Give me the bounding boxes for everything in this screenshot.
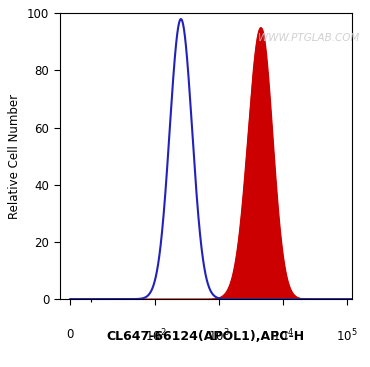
X-axis label: CL647-66124(APOL1),APC-H: CL647-66124(APOL1),APC-H [107, 330, 305, 343]
Text: 0: 0 [67, 328, 74, 341]
Text: $10^3$: $10^3$ [208, 328, 230, 344]
Text: $10^4$: $10^4$ [272, 328, 294, 344]
Text: $10^5$: $10^5$ [336, 328, 358, 344]
Text: $10^2$: $10^2$ [145, 328, 166, 344]
Y-axis label: Relative Cell Number: Relative Cell Number [9, 94, 21, 219]
Text: WWW.PTGLAB.COM: WWW.PTGLAB.COM [259, 33, 360, 43]
